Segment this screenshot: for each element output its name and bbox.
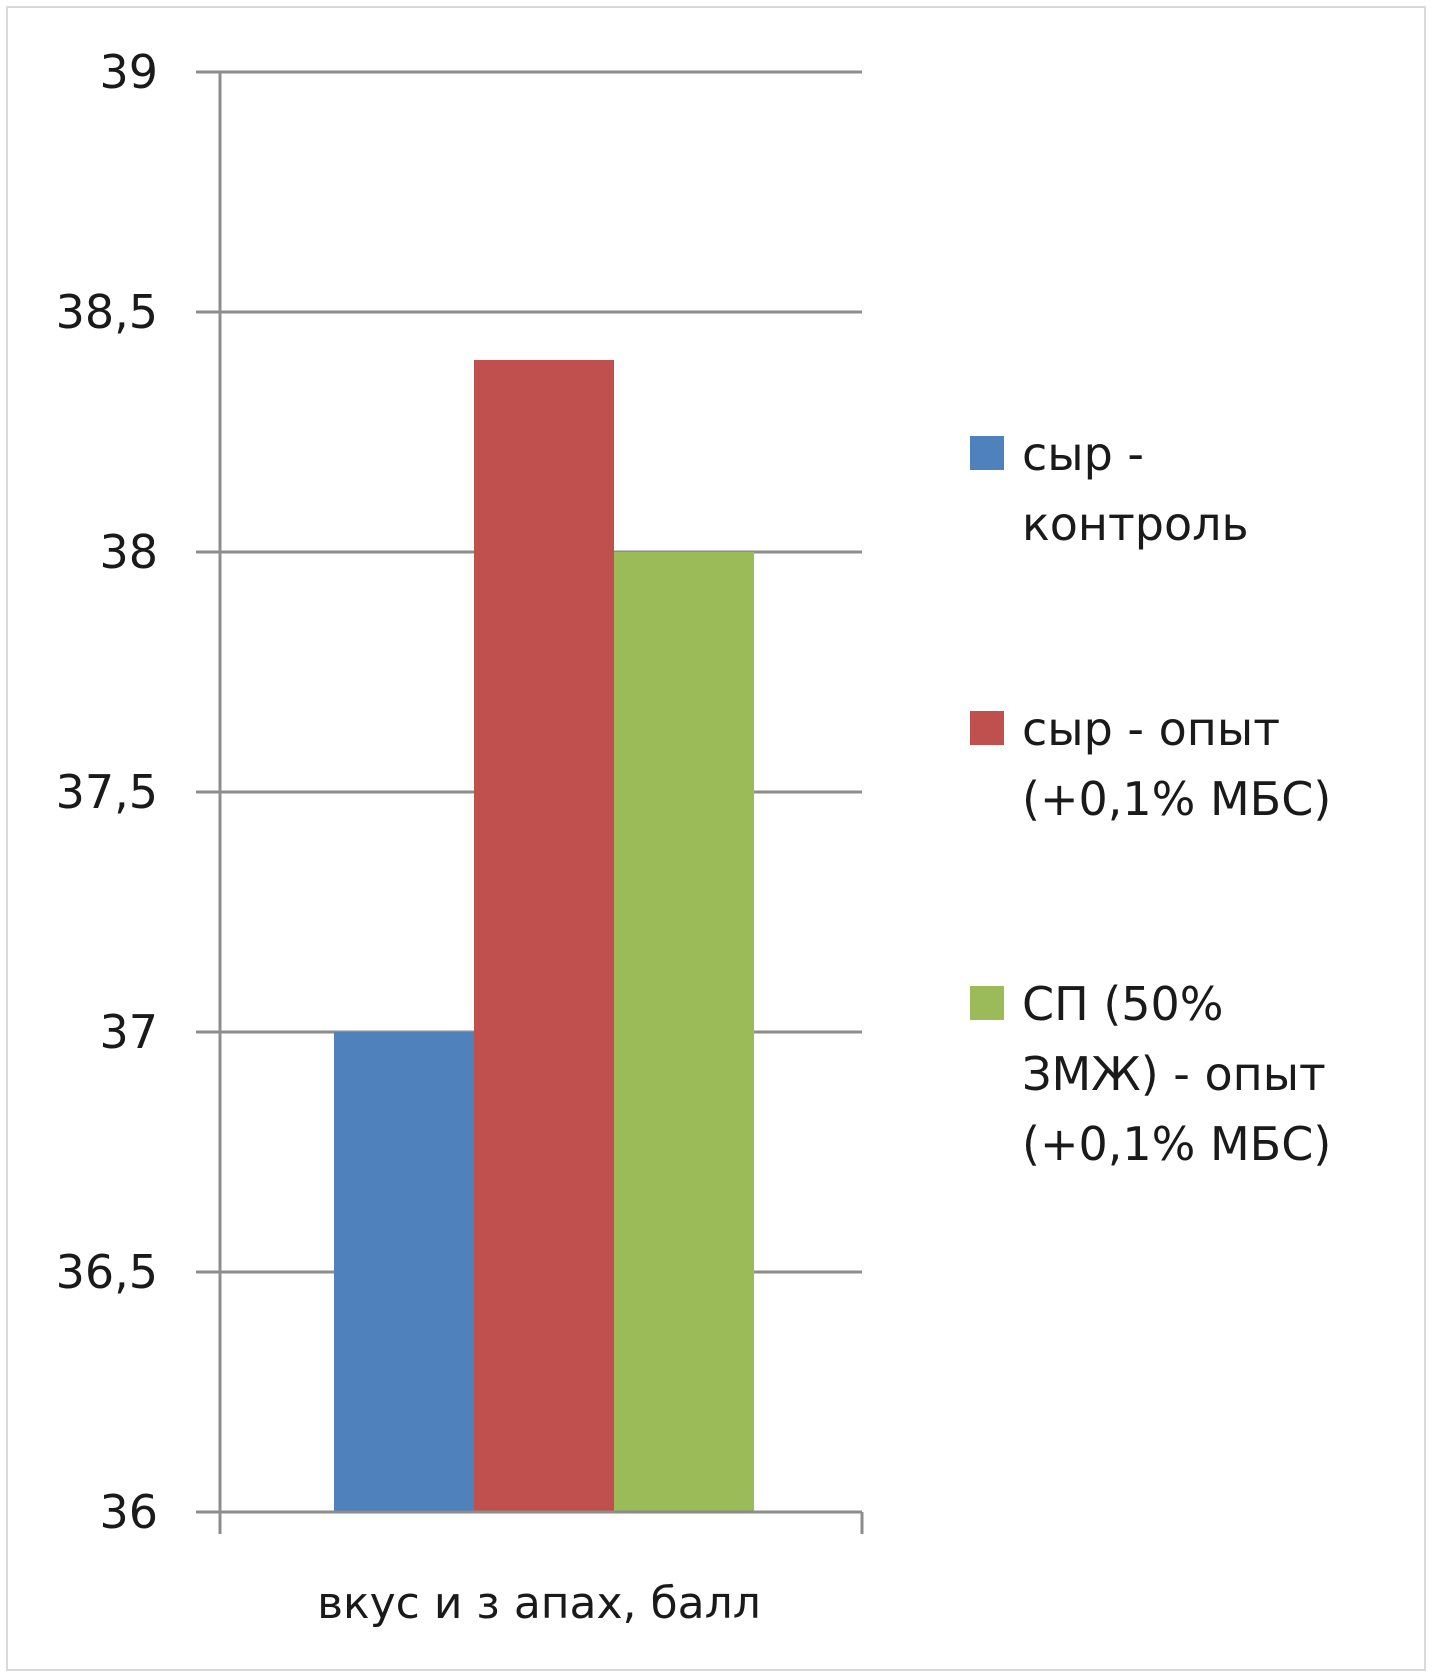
legend-label: сыр - <box>1022 427 1144 481</box>
bars <box>334 360 754 1512</box>
y-axis-tick-labels: 36 36,5 37 37,5 38 38,5 39 <box>56 45 158 1539</box>
legend-swatch-2 <box>970 711 1004 745</box>
y-tick-label: 37 <box>99 1005 158 1059</box>
x-axis-category-labels: вкус и з апах, балл <box>317 1578 761 1629</box>
axes <box>196 70 864 1534</box>
y-tick-label: 36,5 <box>56 1245 158 1299</box>
legend-swatch-1 <box>970 436 1004 470</box>
grid-lines <box>220 70 862 1274</box>
legend-label: ЗМЖ) - опыт <box>1022 1047 1326 1101</box>
y-tick-label: 36 <box>99 1485 158 1539</box>
bar-2 <box>474 360 614 1512</box>
legend-label: (+0,1% МБС) <box>1022 1117 1331 1171</box>
legend-label: сыр - опыт <box>1022 702 1280 756</box>
x-category-label: вкус и з апах, балл <box>317 1578 761 1629</box>
legend-label: контроль <box>1022 497 1249 551</box>
y-tick-label: 37,5 <box>56 765 158 819</box>
legend-swatch-3 <box>970 986 1004 1020</box>
y-tick-label: 38,5 <box>56 285 158 339</box>
y-tick-label: 39 <box>99 45 158 99</box>
bar-1 <box>334 1032 474 1512</box>
y-tick-label: 38 <box>99 525 158 579</box>
legend-label: (+0,1% МБС) <box>1022 772 1331 826</box>
legend-label: СП (50% <box>1022 977 1224 1031</box>
bar-3 <box>614 552 754 1512</box>
legend: сыр - контроль сыр - опыт (+0,1% МБС) СП (50… <box>970 427 1331 1171</box>
